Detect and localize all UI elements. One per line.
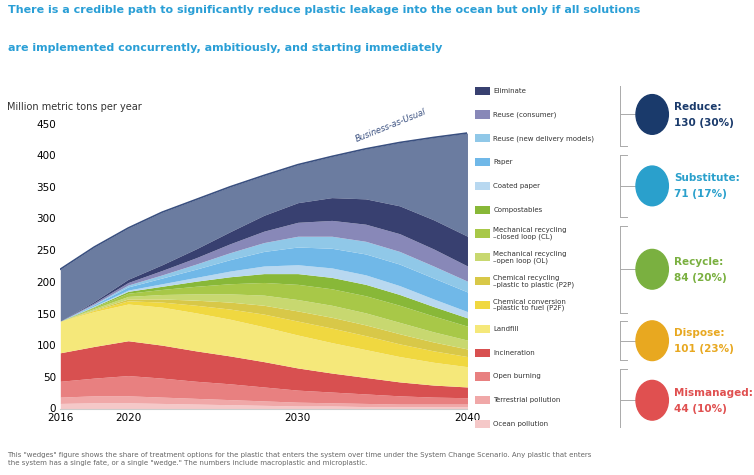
Text: Reduce:: Reduce:: [675, 102, 722, 112]
Text: Mechanical recycling
–open loop (OL): Mechanical recycling –open loop (OL): [493, 251, 567, 264]
FancyBboxPatch shape: [475, 86, 490, 95]
Text: 130 (30%): 130 (30%): [675, 118, 734, 128]
FancyBboxPatch shape: [475, 277, 490, 285]
FancyBboxPatch shape: [475, 134, 490, 142]
FancyBboxPatch shape: [475, 372, 490, 380]
FancyBboxPatch shape: [475, 182, 490, 190]
FancyBboxPatch shape: [475, 420, 490, 428]
Text: Open burning: Open burning: [493, 373, 541, 380]
FancyBboxPatch shape: [475, 396, 490, 404]
Text: Coated paper: Coated paper: [493, 183, 540, 189]
FancyBboxPatch shape: [475, 229, 490, 238]
Text: 44 (10%): 44 (10%): [675, 404, 728, 414]
FancyBboxPatch shape: [475, 206, 490, 214]
Text: Landfill: Landfill: [493, 326, 519, 332]
Text: Mismanaged:: Mismanaged:: [675, 388, 753, 398]
Text: Compostables: Compostables: [493, 207, 542, 213]
Text: Million metric tons per year: Million metric tons per year: [8, 102, 143, 112]
Circle shape: [636, 95, 668, 134]
Text: Paper: Paper: [493, 159, 513, 165]
Text: Chemical recycling
–plastic to plastic (P2P): Chemical recycling –plastic to plastic (…: [493, 275, 575, 287]
Text: Mechanical recycling
–closed loop (CL): Mechanical recycling –closed loop (CL): [493, 227, 567, 240]
Text: Reuse (consumer): Reuse (consumer): [493, 111, 556, 118]
FancyBboxPatch shape: [475, 110, 490, 119]
Text: 84 (20%): 84 (20%): [675, 273, 728, 283]
Text: Recycle:: Recycle:: [675, 257, 724, 267]
FancyBboxPatch shape: [475, 253, 490, 261]
Text: This "wedges" figure shows the share of treatment options for the plastic that e: This "wedges" figure shows the share of …: [8, 453, 592, 465]
FancyBboxPatch shape: [475, 325, 490, 333]
FancyBboxPatch shape: [475, 349, 490, 357]
Circle shape: [636, 166, 668, 206]
Text: are implemented concurrently, ambitiously, and starting immediately: are implemented concurrently, ambitiousl…: [8, 43, 442, 53]
Text: Terrestrial pollution: Terrestrial pollution: [493, 397, 560, 403]
Text: Eliminate: Eliminate: [493, 87, 526, 94]
Text: 71 (17%): 71 (17%): [675, 190, 728, 200]
Circle shape: [636, 321, 668, 361]
Text: Reuse (new delivery models): Reuse (new delivery models): [493, 135, 594, 142]
Circle shape: [636, 249, 668, 289]
Text: There is a credible path to significantly reduce plastic leakage into the ocean : There is a credible path to significantl…: [8, 5, 640, 15]
Text: Substitute:: Substitute:: [675, 173, 740, 183]
FancyBboxPatch shape: [475, 158, 490, 166]
Circle shape: [636, 380, 668, 420]
Text: 101 (23%): 101 (23%): [675, 344, 734, 354]
Text: Ocean pollution: Ocean pollution: [493, 421, 548, 427]
Text: Business-as-Usual: Business-as-Usual: [354, 107, 428, 144]
FancyBboxPatch shape: [475, 301, 490, 309]
Text: Chemical conversion
–plastic to fuel (P2F): Chemical conversion –plastic to fuel (P2…: [493, 299, 566, 312]
Text: Dispose:: Dispose:: [675, 328, 725, 338]
Text: Incineration: Incineration: [493, 350, 535, 356]
